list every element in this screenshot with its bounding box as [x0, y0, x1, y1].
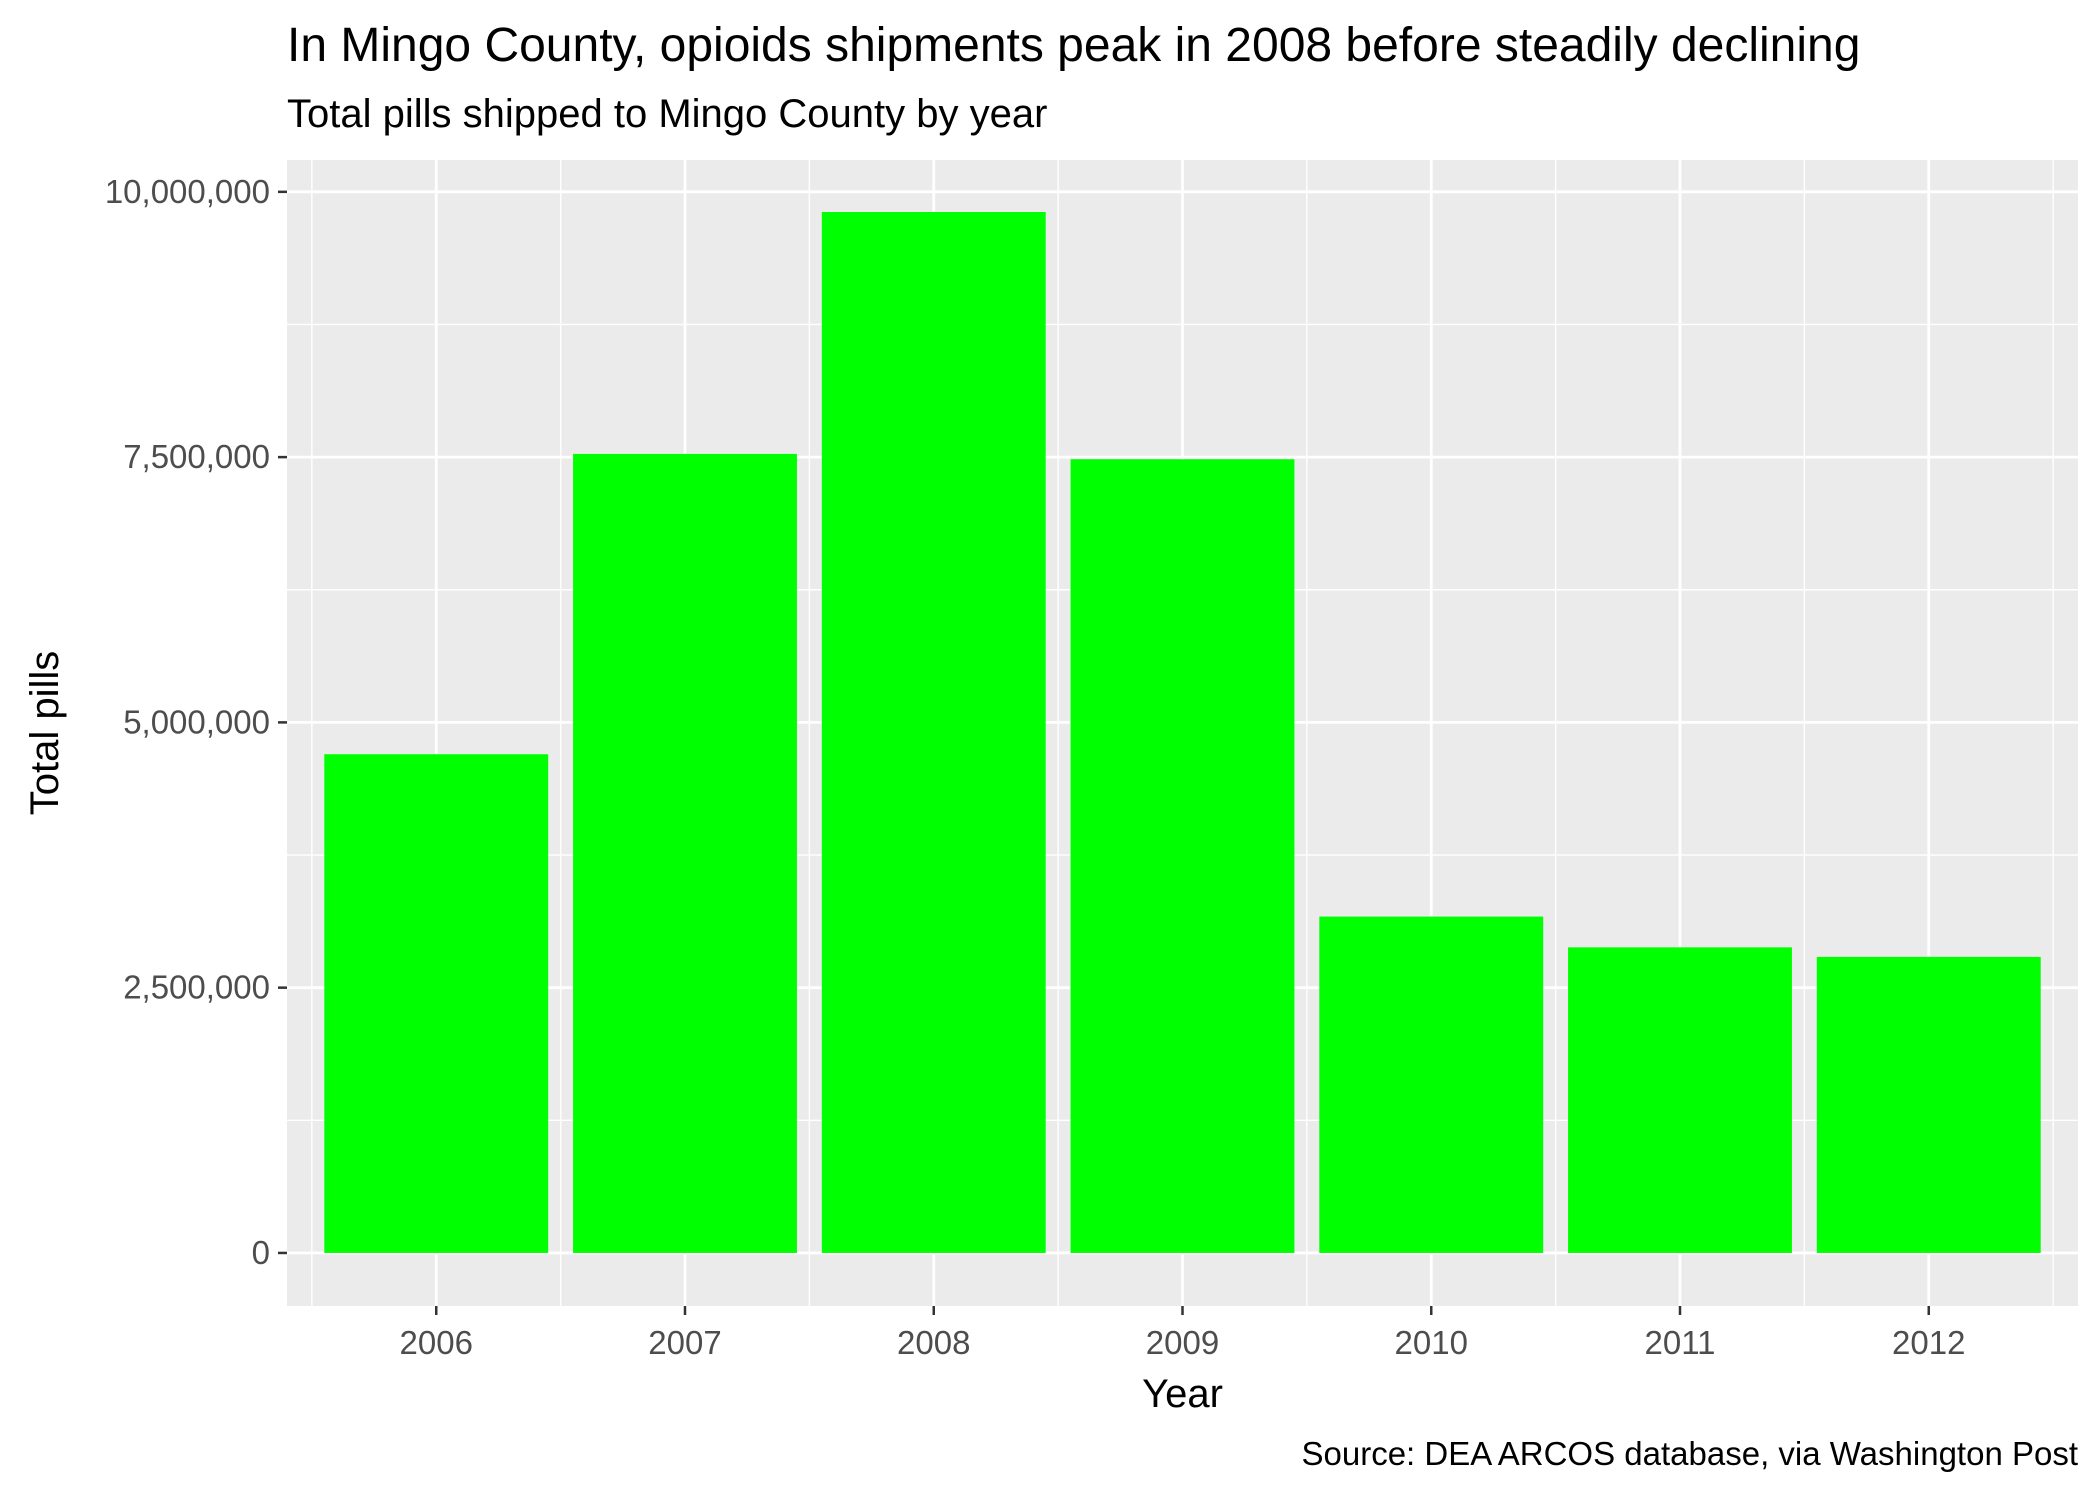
x-tick-label: 2010: [1395, 1324, 1468, 1361]
bar-2009: [1070, 459, 1295, 1253]
x-tick-label: 2008: [897, 1324, 970, 1361]
bars: [324, 211, 2041, 1253]
x-tick-label: 2009: [1146, 1324, 1219, 1361]
bar-2012: [1816, 956, 2041, 1253]
chart-subtitle: Total pills shipped to Mingo County by y…: [287, 92, 1048, 136]
x-axis: 2006 2007 2008 2009 2010 2011 2012: [400, 1306, 1965, 1361]
chart-caption: Source: DEA ARCOS database, via Washingt…: [1301, 1435, 2078, 1472]
y-axis: 0 2,500,000 5,000,000 7,500,000 10,000,000: [105, 173, 287, 1271]
y-tick-label: 2,500,000: [123, 969, 270, 1006]
x-tick-label: 2012: [1892, 1324, 1965, 1361]
bar-2010: [1319, 916, 1544, 1253]
chart-title: In Mingo County, opioids shipments peak …: [287, 19, 1861, 72]
y-tick-label: 0: [252, 1234, 270, 1271]
y-tick-label: 7,500,000: [123, 438, 270, 475]
x-tick-label: 2006: [400, 1324, 473, 1361]
y-axis-title: Total pills: [23, 651, 67, 816]
y-tick-label: 10,000,000: [105, 173, 270, 210]
bar-2006: [324, 754, 549, 1253]
bar-2011: [1568, 947, 1792, 1253]
bar-2008: [821, 211, 1046, 1253]
x-tick-label: 2007: [648, 1324, 721, 1361]
bar-2007: [573, 453, 797, 1253]
x-axis-title: Year: [1142, 1372, 1223, 1416]
x-tick-label: 2011: [1645, 1324, 1716, 1361]
y-tick-label: 5,000,000: [123, 703, 270, 740]
